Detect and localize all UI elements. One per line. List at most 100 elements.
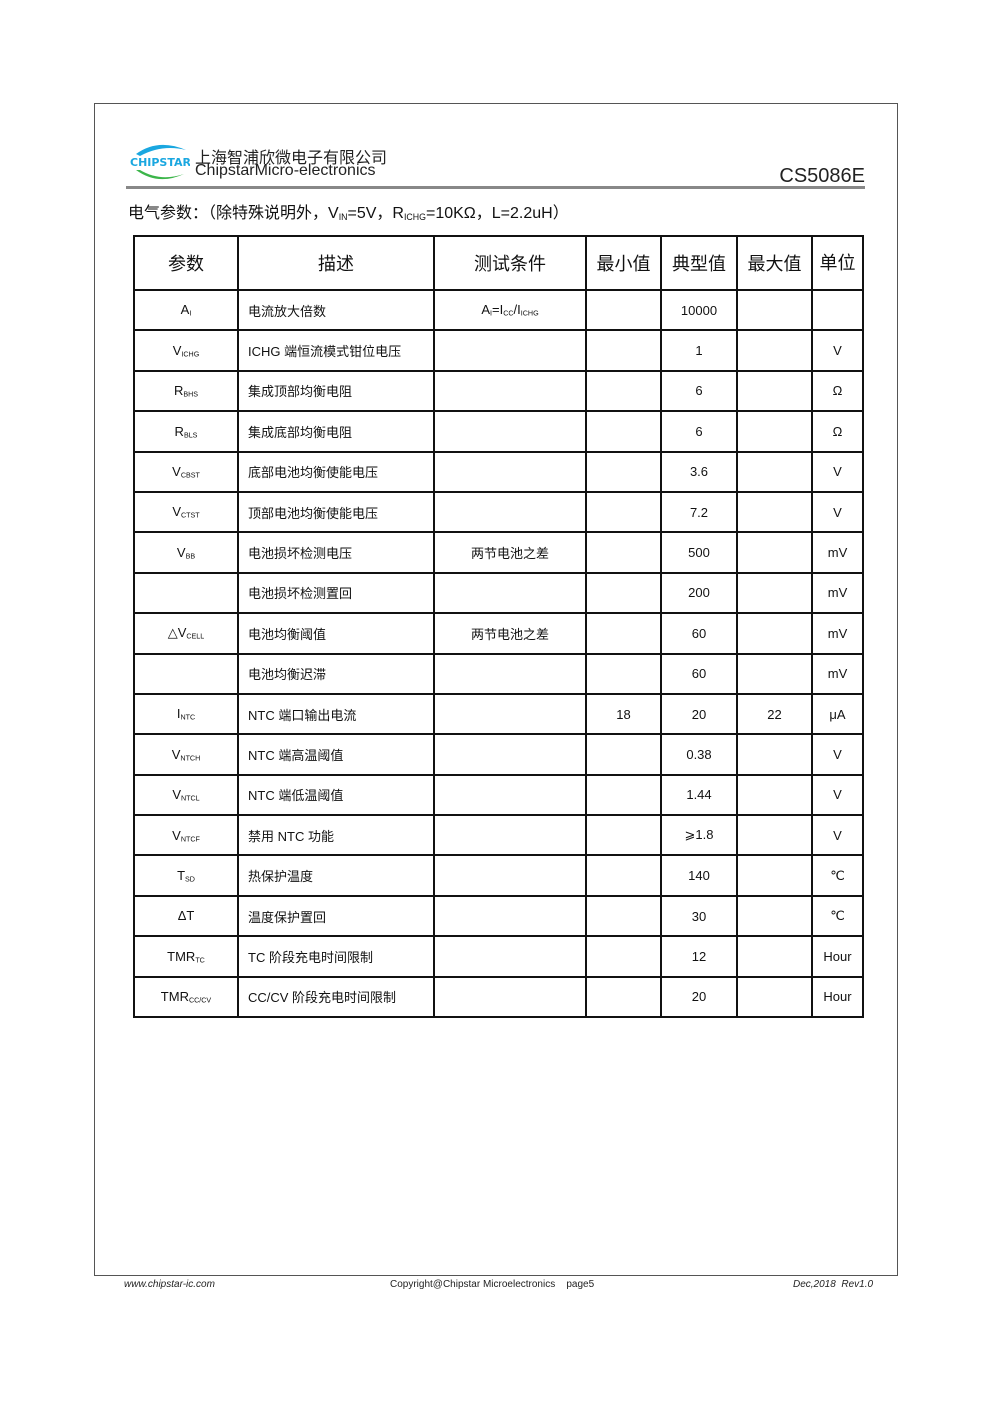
cond-cell (433, 329, 587, 372)
desc-cell: 底部电池均衡使能电压 (237, 450, 435, 493)
table-row: VBB 电池损坏检测电压 两节电池之差 500 mV (133, 531, 864, 574)
typ-cell: 20 (660, 975, 738, 1019)
max-cell (736, 450, 813, 493)
max-cell (736, 490, 813, 534)
max-cell (736, 531, 813, 574)
cond-cell (433, 854, 587, 897)
cond-cell (433, 369, 587, 413)
cond-cell (433, 571, 587, 615)
unit-cell: V (811, 450, 864, 493)
min-cell (585, 450, 662, 493)
cond-cell (433, 773, 587, 817)
desc-cell: 电池均衡阈值 (237, 612, 435, 655)
param-cell: VCBST (133, 450, 239, 493)
unit-cell: V (811, 329, 864, 372)
typ-cell: 10000 (660, 288, 738, 332)
max-cell (736, 369, 813, 413)
unit-cell: ℃ (811, 894, 864, 938)
desc-cell: CC/CV 阶段充电时间限制 (237, 975, 435, 1019)
typ-cell: 60 (660, 612, 738, 655)
typ-cell: 20 (660, 692, 738, 736)
column-header: 典型值 (660, 235, 738, 291)
param-cell: AI (133, 288, 239, 332)
max-cell (736, 773, 813, 817)
column-header: 描述 (237, 235, 435, 291)
min-cell (585, 814, 662, 857)
desc-cell: 顶部电池均衡使能电压 (237, 490, 435, 534)
min-cell (585, 288, 662, 332)
svg-text:CHIPSTAR: CHIPSTAR (130, 156, 190, 169)
min-cell (585, 935, 662, 978)
desc-cell: 电流放大倍数 (237, 288, 435, 332)
page-frame (94, 103, 898, 1276)
table-row: VCBST 底部电池均衡使能电压 3.6 V (133, 450, 864, 493)
table-row: AI 电流放大倍数 AI=ICC/IICHG 10000 (133, 288, 864, 332)
param-cell (133, 652, 239, 695)
max-cell (736, 652, 813, 695)
column-header: 测试条件 (433, 235, 587, 291)
unit-cell: ℃ (811, 854, 864, 897)
table-row: VNTCH NTC 端高温阈值 0.38 V (133, 733, 864, 776)
min-cell (585, 652, 662, 695)
cond-cell (433, 894, 587, 938)
desc-cell: ICHG 端恒流模式钳位电压 (237, 329, 435, 372)
typ-cell: 7.2 (660, 490, 738, 534)
table-row: RBLS 集成底部均衡电阻 6 Ω (133, 410, 864, 453)
unit-cell: mV (811, 531, 864, 574)
company-name-cn: 上海智浦欣微电子有限公司 (195, 148, 388, 167)
max-cell (736, 288, 813, 332)
table-row: VNTCL NTC 端低温阈值 1.44 V (133, 773, 864, 817)
unit-cell: V (811, 773, 864, 817)
table-row: △VCELL 电池均衡阈值 两节电池之差 60 mV (133, 612, 864, 655)
desc-cell: NTC 端高温阈值 (237, 733, 435, 776)
max-cell (736, 854, 813, 897)
table-row: TMRCC/CV CC/CV 阶段充电时间限制 20 Hour (133, 975, 864, 1019)
table-row: 电池均衡迟滞 60 mV (133, 652, 864, 695)
cond-cell (433, 692, 587, 736)
unit-cell: mV (811, 571, 864, 615)
typ-cell: 0.38 (660, 733, 738, 776)
param-cell: RBLS (133, 410, 239, 453)
min-cell (585, 369, 662, 413)
table-row: VNTCF 禁用 NTC 功能 ⩾1.8 V (133, 814, 864, 857)
typ-cell: 6 (660, 410, 738, 453)
min-cell: 18 (585, 692, 662, 736)
cond-cell (433, 450, 587, 493)
min-cell (585, 410, 662, 453)
desc-cell: NTC 端低温阈值 (237, 773, 435, 817)
min-cell (585, 773, 662, 817)
cond-cell: 两节电池之差 (433, 612, 587, 655)
min-cell (585, 733, 662, 776)
chipstar-logo: CHIPSTAR (130, 144, 190, 180)
max-cell (736, 894, 813, 938)
min-cell (585, 975, 662, 1019)
max-cell (736, 329, 813, 372)
param-cell: VBB (133, 531, 239, 574)
cond-cell: AI=ICC/IICHG (433, 288, 587, 332)
unit-cell: V (811, 814, 864, 857)
section-title: 电气参数：（除特殊说明外，VIN=5V，RICHG=10KΩ，L=2.2uH） (128, 205, 569, 222)
desc-cell: NTC 端口输出电流 (237, 692, 435, 736)
column-header: 参数 (133, 235, 239, 291)
min-cell (585, 612, 662, 655)
typ-cell: 1.44 (660, 773, 738, 817)
max-cell (736, 814, 813, 857)
desc-cell: 电池均衡迟滞 (237, 652, 435, 695)
desc-cell: 电池损坏检测置回 (237, 571, 435, 615)
column-header: 最小值 (585, 235, 662, 291)
typ-cell: ⩾1.8 (660, 814, 738, 857)
typ-cell: 1 (660, 329, 738, 372)
min-cell (585, 854, 662, 897)
param-cell: VNTCL (133, 773, 239, 817)
param-cell: VCTST (133, 490, 239, 534)
desc-cell: 集成顶部均衡电阻 (237, 369, 435, 413)
unit-cell: Hour (811, 935, 864, 978)
typ-cell: 140 (660, 854, 738, 897)
unit-cell (811, 288, 864, 332)
cond-cell (433, 652, 587, 695)
unit-cell: mV (811, 612, 864, 655)
max-cell (736, 975, 813, 1019)
min-cell (585, 531, 662, 574)
param-cell: TMRTC (133, 935, 239, 978)
param-cell: TSD (133, 854, 239, 897)
